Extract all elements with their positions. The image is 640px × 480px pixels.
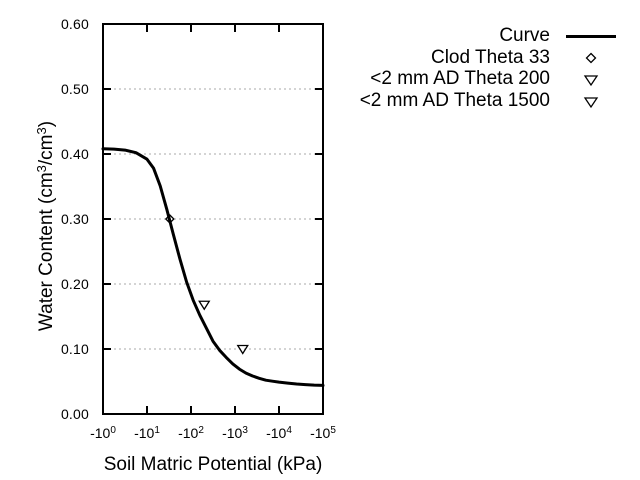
y-axis-title-superscript: 3 bbox=[34, 127, 49, 135]
x-tick-base: -10 bbox=[310, 425, 331, 441]
x-tick-exponent: 3 bbox=[242, 425, 248, 436]
x-tick-exponent: 5 bbox=[330, 425, 336, 436]
x-tick-exponent: 1 bbox=[154, 425, 160, 436]
plot-border bbox=[102, 23, 324, 415]
y-tick-label: 0.00 bbox=[60, 406, 89, 422]
diamond-open bbox=[585, 52, 597, 63]
x-tick-label: -103 bbox=[213, 420, 257, 442]
y-axis-title-text: Water Content (cm bbox=[36, 172, 57, 332]
x-tick-base: -10 bbox=[134, 425, 155, 441]
y-tick-label: 0.30 bbox=[60, 211, 89, 227]
legend-label-clod-theta-33: Clod Theta 33 bbox=[430, 47, 550, 68]
x-tick-base: -10 bbox=[266, 425, 287, 441]
x-tick-exponent: 0 bbox=[110, 425, 116, 436]
x-tick-exponent: 2 bbox=[198, 425, 204, 436]
x-tick-base: -10 bbox=[90, 425, 111, 441]
triangle-down-open-glyph bbox=[583, 96, 599, 108]
x-tick-label: -101 bbox=[125, 420, 169, 442]
y-tick-label: 0.40 bbox=[60, 146, 89, 162]
y-tick-label: 0.20 bbox=[60, 276, 89, 292]
y-tick-label: 0.60 bbox=[60, 16, 89, 32]
legend-triangle-down-icon bbox=[558, 90, 624, 112]
x-tick-base: -10 bbox=[178, 425, 199, 441]
y-axis-title-text: /cm bbox=[36, 134, 57, 166]
x-tick-base: -10 bbox=[222, 425, 243, 441]
y-tick-label: 0.50 bbox=[60, 81, 89, 97]
x-tick-label: -104 bbox=[257, 420, 301, 442]
y-axis-title-superscript: 3 bbox=[34, 165, 49, 173]
legend-curve-line-sample bbox=[558, 25, 624, 47]
x-tick-label: -102 bbox=[169, 420, 213, 442]
legend-triangle-down-icon bbox=[558, 68, 624, 90]
legend-label-2mm-ad-theta-200: <2 mm AD Theta 200 bbox=[370, 68, 550, 89]
x-tick-label: -100 bbox=[81, 420, 125, 442]
x-tick-exponent: 4 bbox=[286, 425, 292, 436]
y-tick-label: 0.10 bbox=[60, 341, 89, 357]
triangle-down-open-glyph bbox=[583, 74, 599, 86]
diamond-open-glyph bbox=[585, 52, 597, 63]
legend-line-sample-glyph bbox=[566, 34, 616, 38]
curve-line bbox=[101, 147, 325, 387]
y-axis-title: Water Content (cm3/cm3) bbox=[29, 106, 57, 346]
data-point-triangle-down bbox=[236, 344, 249, 355]
data-point-triangle-down bbox=[198, 300, 211, 311]
triangle-down-open bbox=[583, 74, 599, 86]
legend-label-curve: Curve bbox=[499, 25, 550, 46]
y-axis-title-text: ) bbox=[36, 120, 57, 128]
x-tick-label: -105 bbox=[301, 420, 345, 442]
legend-label-2mm-ad-theta-1500: <2 mm AD Theta 1500 bbox=[359, 90, 550, 111]
legend-diamond-icon bbox=[558, 47, 624, 69]
data-point-diamond bbox=[164, 214, 175, 224]
x-axis-title: Soil Matric Potential (kPa) bbox=[103, 454, 323, 475]
triangle-down-open bbox=[583, 96, 599, 108]
